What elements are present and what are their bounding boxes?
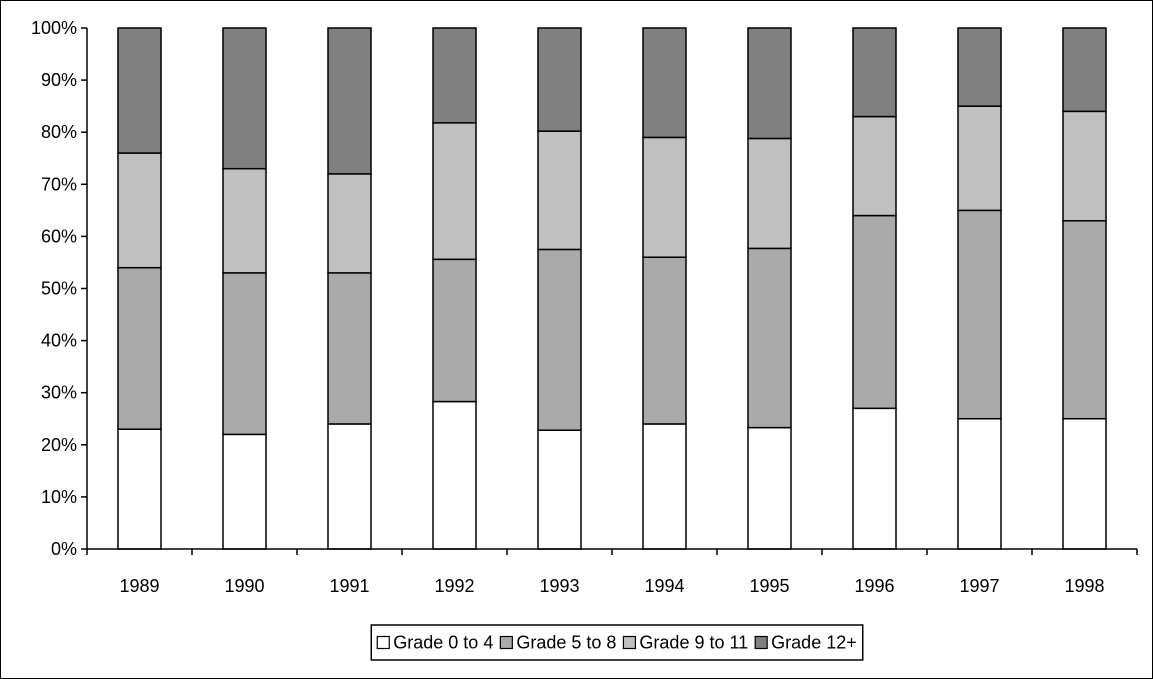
y-tick-label-2: 20% [41,435,77,455]
bar-1997-segment-1 [957,418,1002,550]
x-tick-label-1998: 1998 [1064,576,1104,596]
legend-label-2: Grade 5 to 8 [516,633,616,653]
legend-label-3: Grade 9 to 11 [639,633,748,653]
bar-1998-segment-2 [1062,220,1107,420]
x-tick-label-1994: 1994 [644,576,684,596]
bar-1997-segment-4 [957,27,1002,107]
y-tick-label-8: 80% [41,122,77,142]
bar-1994-segment-4 [642,27,687,139]
x-tick-label-1995: 1995 [749,576,789,596]
y-tick-label-5: 50% [41,279,77,299]
bar-1996-segment-1 [852,407,897,550]
bar-1990-segment-2 [222,272,267,436]
bar-1991-segment-2 [327,272,372,425]
x-tick-label-1992: 1992 [434,576,474,596]
axes-group: 1989 1990 1991 1992 1993 1994 1995 1996 1997 1998… [31,18,1138,596]
legend: Grade 0 to 4 Grade 5 to 8 Grade 9 to 11 Gra… [370,624,864,661]
bar-1996-segment-3 [852,115,897,217]
bar-1991-segment-3 [327,173,372,274]
y-tick-label-7: 70% [41,174,77,194]
x-tick-label-1990: 1990 [224,576,264,596]
bar-1992-segment-2 [432,258,477,403]
bar-1997-segment-2 [957,209,1002,420]
y-tick-label-4: 40% [41,331,77,351]
y-tick-label-3: 30% [41,383,77,403]
x-tick-label-1997: 1997 [959,576,999,596]
y-tick-label-6: 60% [41,226,77,246]
x-tick-label-1989: 1989 [119,576,159,596]
bar-1993-segment-1 [537,429,582,550]
legend-box [370,624,864,661]
bar-1993-segment-3 [537,130,582,251]
bar-1994-segment-2 [642,256,687,425]
legend-label-4: Grade 12+ [771,633,857,653]
bar-1993-segment-4 [537,27,582,132]
bar-1991-segment-4 [327,27,372,175]
y-tick-label-0: 0% [51,539,77,559]
bar-1989-segment-3 [117,152,162,269]
bar-1989-segment-4 [117,27,162,154]
bar-1989-segment-1 [117,428,162,550]
bar-1998-segment-3 [1062,110,1107,222]
bar-1995-segment-3 [747,137,792,250]
bar-1992-segment-1 [432,400,477,550]
bar-1993-segment-2 [537,248,582,431]
bar-1997-segment-3 [957,105,1002,212]
bar-1992-segment-4 [432,27,477,124]
legend-label-1: Grade 0 to 4 [393,633,493,653]
bar-1995-segment-1 [747,426,792,550]
bars-group [117,27,1107,550]
y-tick-label-10: 100% [31,18,77,38]
bar-1990-segment-1 [222,433,267,550]
bar-1991-segment-1 [327,423,372,550]
x-tick-label-1996: 1996 [854,576,894,596]
bar-1989-segment-2 [117,266,162,430]
bar-1992-segment-3 [432,122,477,261]
bar-1990-segment-4 [222,27,267,170]
bar-1990-segment-3 [222,167,267,274]
bar-1996-segment-2 [852,214,897,410]
legend-swatch-2 [499,635,513,650]
legend-swatch-3 [622,635,637,650]
bar-1995-segment-4 [747,27,792,140]
bar-1995-segment-2 [747,247,792,429]
bar-1994-segment-3 [642,136,687,258]
bar-1996-segment-4 [852,27,897,118]
bar-1998-segment-1 [1062,418,1107,550]
x-tick-label-1991: 1991 [329,576,369,596]
legend-swatch-1 [376,635,390,650]
bar-1994-segment-1 [642,423,687,550]
y-tick-label-9: 90% [41,70,77,90]
y-tick-label-1: 10% [41,487,77,507]
x-tick-label-1993: 1993 [539,576,579,596]
legend-swatch-4 [754,635,768,650]
bar-1998-segment-4 [1062,27,1107,113]
